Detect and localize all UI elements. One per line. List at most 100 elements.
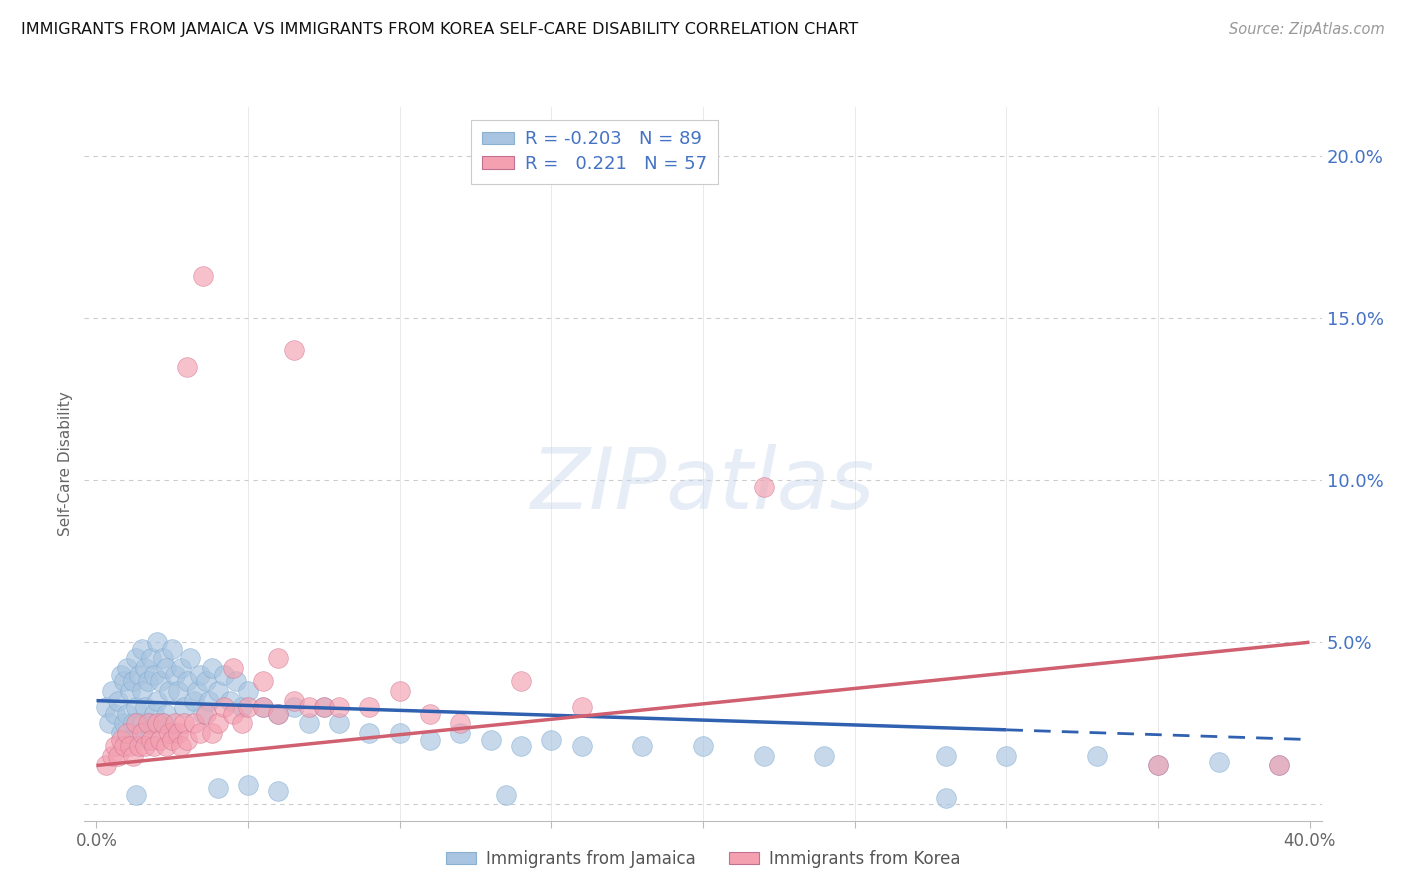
Point xyxy=(188,726,211,740)
Point xyxy=(236,778,259,792)
Point xyxy=(312,700,335,714)
Point xyxy=(162,726,184,740)
Point xyxy=(131,726,153,740)
Point xyxy=(100,684,122,698)
Point xyxy=(298,700,321,714)
Point xyxy=(267,706,290,721)
Point xyxy=(267,651,290,665)
Point xyxy=(571,739,593,753)
Point xyxy=(134,739,156,753)
Point xyxy=(110,732,132,747)
Point xyxy=(162,641,184,656)
Point xyxy=(173,700,195,714)
Point xyxy=(152,716,174,731)
Text: Source: ZipAtlas.com: Source: ZipAtlas.com xyxy=(1229,22,1385,37)
Point xyxy=(128,739,150,753)
Point xyxy=(170,661,193,675)
Point xyxy=(139,651,162,665)
Point xyxy=(219,693,242,707)
Point xyxy=(252,700,274,714)
Point xyxy=(1268,758,1291,772)
Point xyxy=(183,716,205,731)
Point xyxy=(510,739,533,753)
Point xyxy=(152,716,174,731)
Point xyxy=(207,716,229,731)
Point xyxy=(143,739,166,753)
Point xyxy=(222,661,245,675)
Point xyxy=(201,661,224,675)
Point xyxy=(155,706,177,721)
Point xyxy=(125,716,148,731)
Point xyxy=(149,674,172,689)
Point xyxy=(176,359,198,374)
Point xyxy=(100,748,122,763)
Point xyxy=(176,674,198,689)
Point xyxy=(97,716,120,731)
Point xyxy=(1208,756,1230,770)
Point xyxy=(388,684,411,698)
Point xyxy=(995,748,1018,763)
Point xyxy=(495,788,517,802)
Point xyxy=(236,700,259,714)
Point xyxy=(419,706,441,721)
Point xyxy=(359,726,381,740)
Point xyxy=(136,732,159,747)
Point xyxy=(283,693,305,707)
Point xyxy=(267,784,290,798)
Point xyxy=(194,706,217,721)
Point xyxy=(328,700,350,714)
Y-axis label: Self-Care Disability: Self-Care Disability xyxy=(58,392,73,536)
Point xyxy=(359,700,381,714)
Point xyxy=(94,700,117,714)
Point xyxy=(128,726,150,740)
Point xyxy=(149,732,172,747)
Point xyxy=(131,684,153,698)
Point xyxy=(146,693,169,707)
Point xyxy=(207,684,229,698)
Point xyxy=(104,706,127,721)
Point xyxy=(122,674,145,689)
Point xyxy=(122,716,145,731)
Point xyxy=(1085,748,1108,763)
Point xyxy=(118,732,141,747)
Point xyxy=(207,781,229,796)
Point xyxy=(157,684,180,698)
Point xyxy=(115,726,138,740)
Point xyxy=(540,732,562,747)
Point xyxy=(191,268,214,283)
Point xyxy=(752,748,775,763)
Point xyxy=(112,716,135,731)
Point xyxy=(122,748,145,763)
Point xyxy=(155,661,177,675)
Point xyxy=(143,706,166,721)
Point xyxy=(118,739,141,753)
Point xyxy=(134,700,156,714)
Point xyxy=(173,716,195,731)
Point xyxy=(94,758,117,772)
Point xyxy=(183,693,205,707)
Point xyxy=(146,635,169,649)
Point xyxy=(162,732,184,747)
Point xyxy=(165,716,187,731)
Text: ZIPatlas: ZIPatlas xyxy=(531,443,875,527)
Point xyxy=(131,641,153,656)
Point xyxy=(419,732,441,747)
Point xyxy=(139,732,162,747)
Point xyxy=(128,667,150,681)
Point xyxy=(236,684,259,698)
Point xyxy=(449,716,471,731)
Point xyxy=(125,700,148,714)
Point xyxy=(510,674,533,689)
Point xyxy=(631,739,654,753)
Point xyxy=(125,788,148,802)
Point xyxy=(170,739,193,753)
Point xyxy=(186,684,208,698)
Legend: Immigrants from Jamaica, Immigrants from Korea: Immigrants from Jamaica, Immigrants from… xyxy=(439,844,967,875)
Point xyxy=(167,684,190,698)
Point xyxy=(139,716,162,731)
Point xyxy=(571,700,593,714)
Point xyxy=(107,748,129,763)
Point xyxy=(131,716,153,731)
Point xyxy=(312,700,335,714)
Point xyxy=(935,791,957,805)
